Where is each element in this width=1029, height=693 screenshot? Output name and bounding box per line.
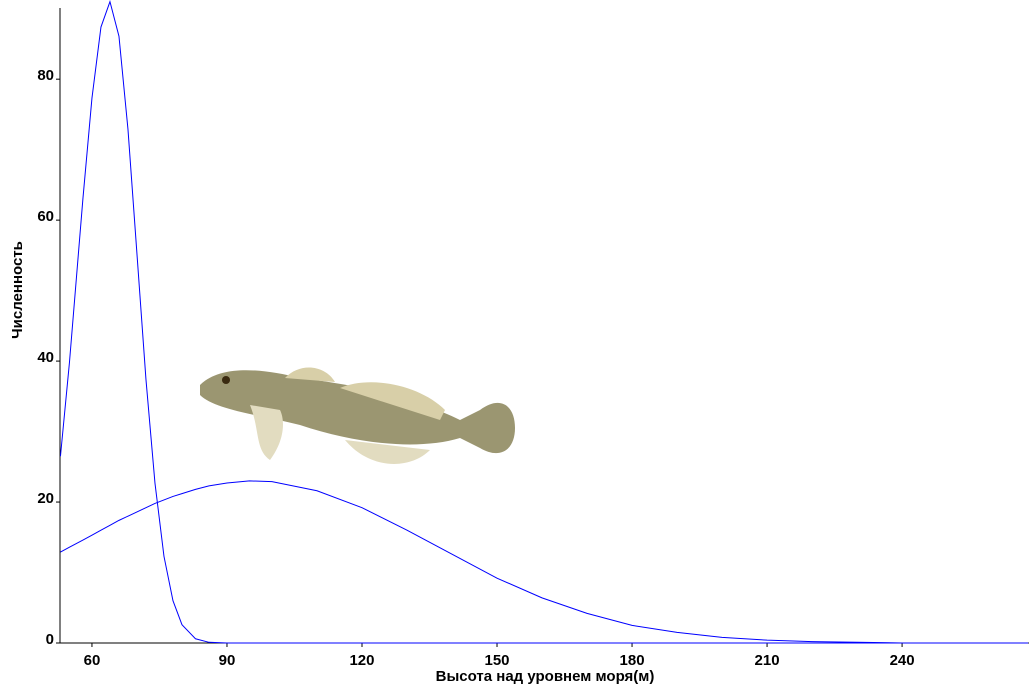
x-axis-label: Высота над уровнем моря(м) [436, 668, 655, 685]
fish-illustration [200, 367, 515, 463]
x-tick-label: 180 [620, 652, 645, 669]
series-line [60, 481, 1028, 643]
page: {"chart_data": {"type": "line", "x_label… [0, 0, 1029, 693]
y-axis-label: Численность [9, 241, 26, 339]
y-tick-label: 40 [37, 349, 54, 366]
y-tick-label: 0 [46, 631, 54, 648]
x-tick-label: 90 [219, 652, 236, 669]
y-tick-label: 60 [37, 208, 54, 225]
series-line [60, 2, 1028, 643]
y-tick-label: 20 [37, 490, 54, 507]
chart: Высота над уровнем моря(м) Численность 0… [0, 0, 1029, 693]
x-tick-label: 60 [84, 652, 101, 669]
y-tick-label: 80 [37, 67, 54, 84]
x-tick-label: 150 [485, 652, 510, 669]
x-tick-label: 240 [890, 652, 915, 669]
x-tick-label: 120 [349, 652, 374, 669]
x-tick-label: 210 [755, 652, 780, 669]
